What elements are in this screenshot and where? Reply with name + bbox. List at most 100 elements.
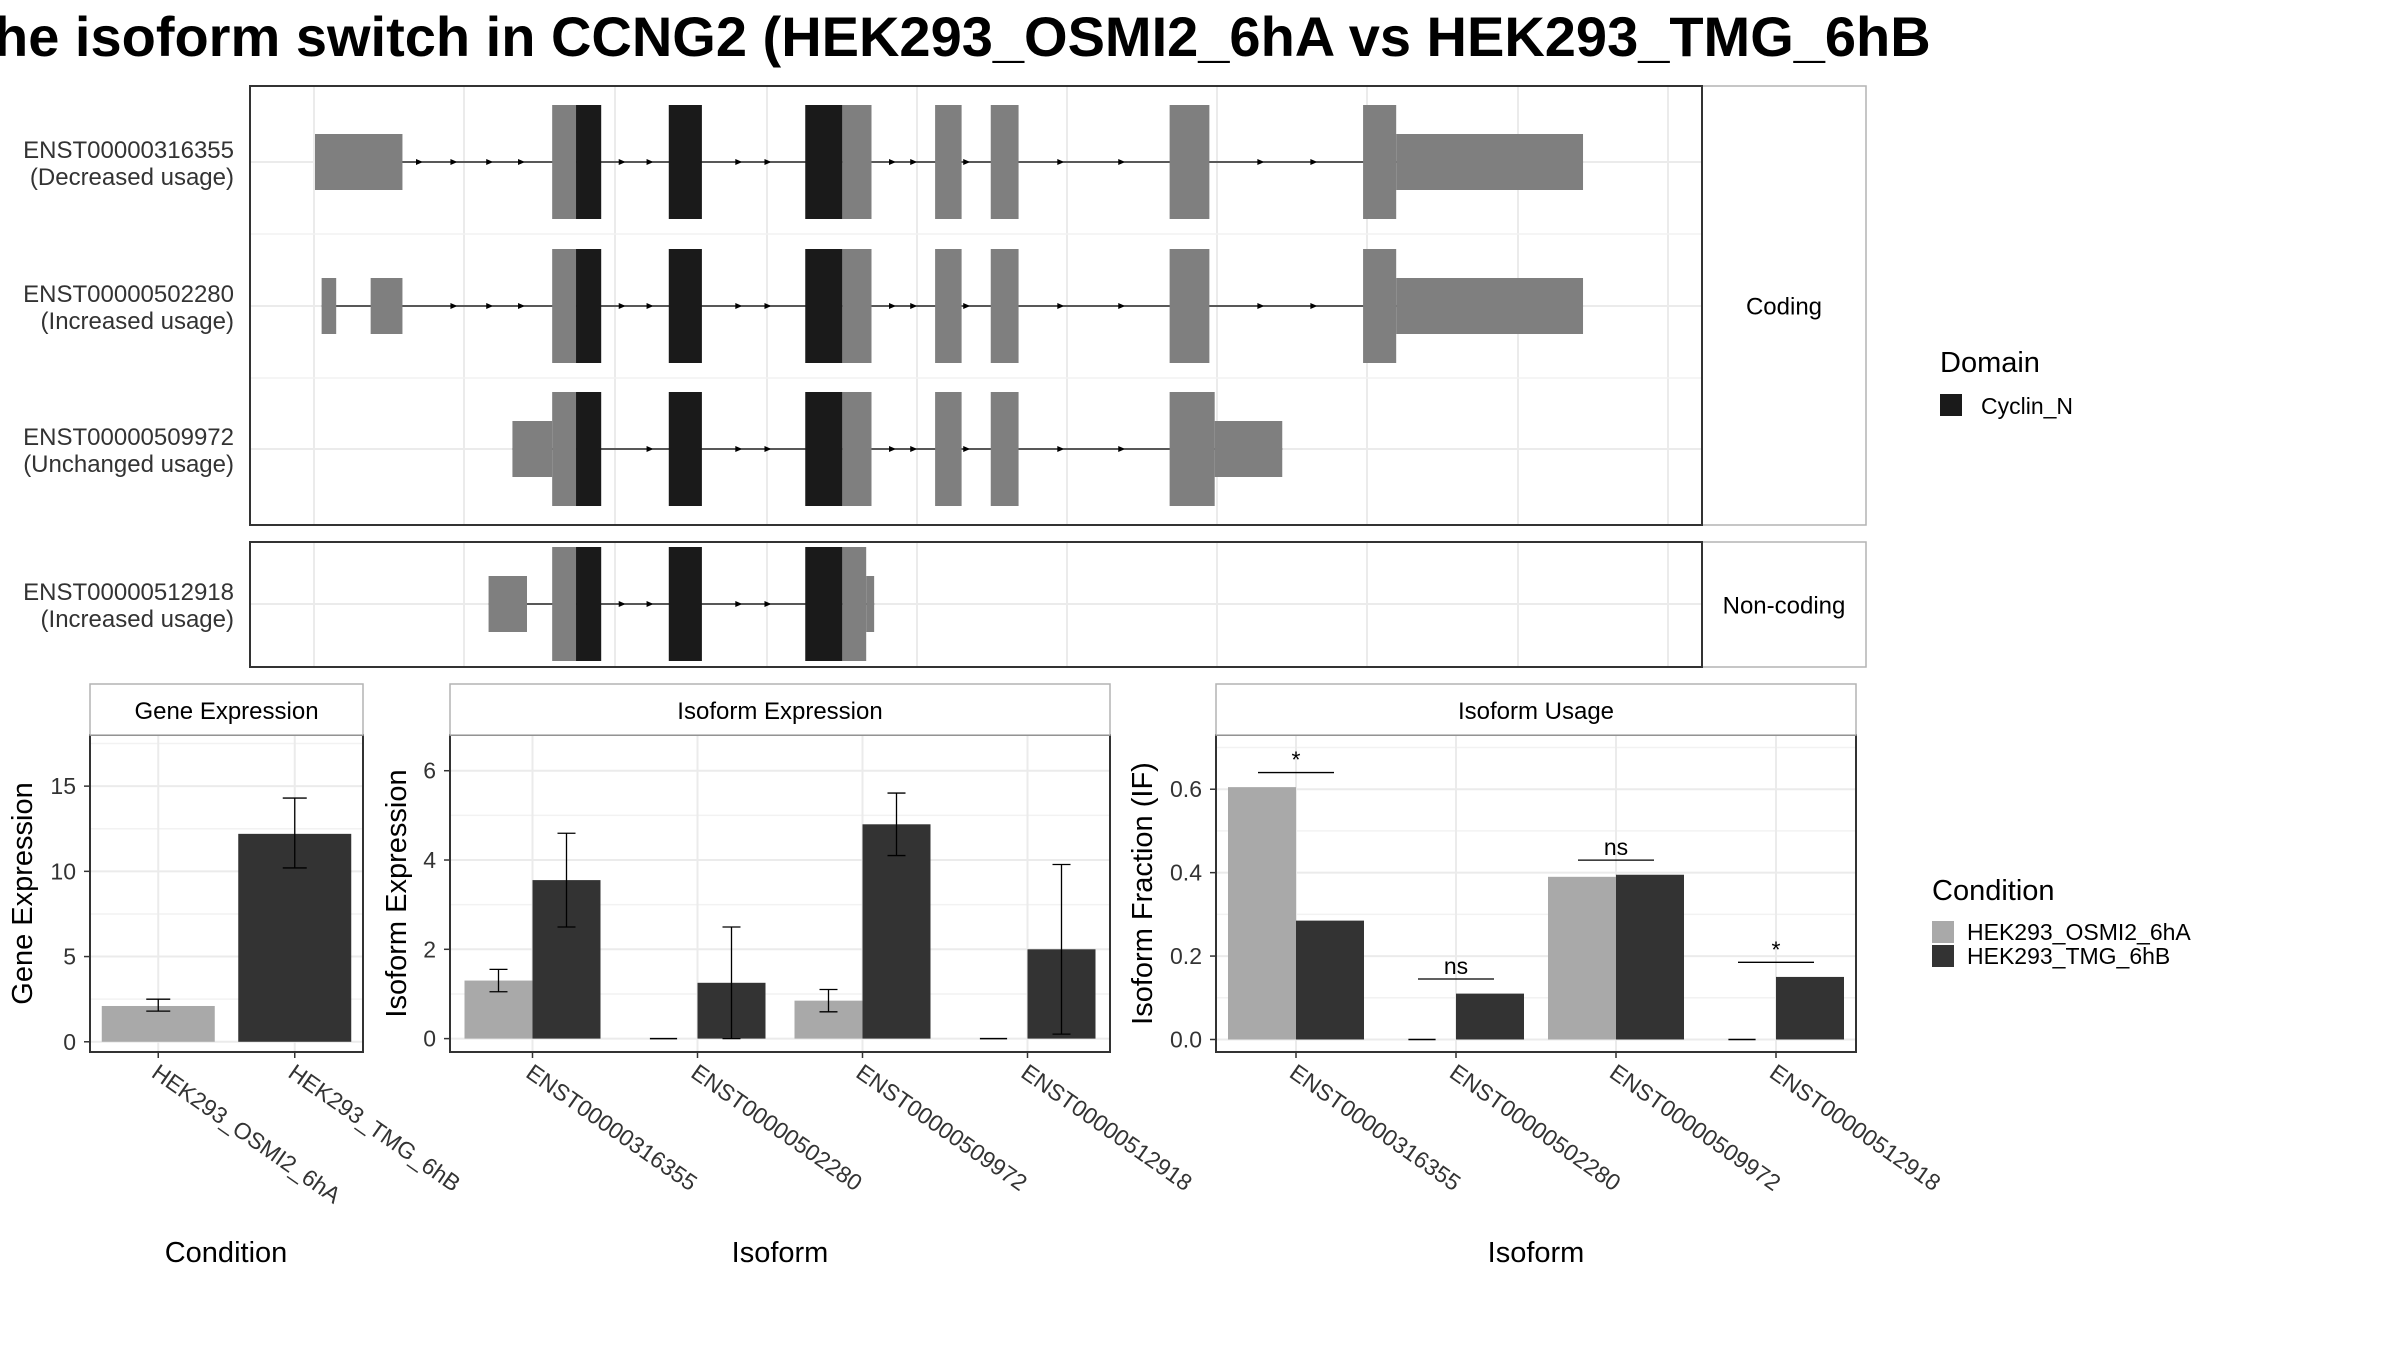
domain-legend: Domain Cyclin_N xyxy=(1940,347,2073,419)
x-tick-label: ENST00000509972 xyxy=(852,1059,1032,1196)
intron-arrow xyxy=(963,159,971,165)
domain-legend-title: Domain xyxy=(1940,347,2040,379)
facet-strip xyxy=(1701,541,1867,668)
x-axis-title: Isoform xyxy=(732,1237,829,1269)
coding-exon xyxy=(990,249,1019,363)
domain-legend-label-cyclin: Cyclin_N xyxy=(1981,393,2073,419)
cyclin-domain-block xyxy=(805,392,843,506)
coding-exon xyxy=(552,249,577,363)
intron-arrow xyxy=(1310,303,1318,309)
intron-arrow xyxy=(416,159,423,165)
utr-exon xyxy=(315,134,403,190)
intron-arrow xyxy=(735,159,743,165)
significance-label: * xyxy=(1292,747,1301,773)
transcript-id-label: ENST00000316355 xyxy=(23,137,234,164)
cyclin-domain-block xyxy=(805,105,843,219)
y-tick-label: 5 xyxy=(63,944,76,970)
utr-exon xyxy=(321,278,337,334)
intron-arrow xyxy=(646,446,654,452)
x-tick-label: ENST00000316355 xyxy=(522,1059,702,1196)
intron-arrow xyxy=(889,159,897,165)
coding-exon xyxy=(842,249,872,363)
bar xyxy=(1228,787,1296,1040)
chart-title: Isoform Expression xyxy=(677,698,882,725)
y-tick-label: 4 xyxy=(423,847,436,873)
x-tick-label: ENST00000502280 xyxy=(1445,1059,1625,1196)
intron-arrow xyxy=(1057,159,1065,165)
intron-arrow xyxy=(889,303,897,309)
isoform-expression-chart: Isoform Expression0246ENST00000316355ENS… xyxy=(381,683,1197,1269)
significance-label: ns xyxy=(1444,953,1468,979)
y-tick-label: 0.4 xyxy=(1170,860,1202,886)
intron-arrow xyxy=(518,303,526,309)
y-tick-label: 0.6 xyxy=(1170,776,1202,802)
x-tick-label: ENST00000502280 xyxy=(687,1059,867,1196)
intron-arrow xyxy=(486,159,494,165)
cyclin-domain-block xyxy=(668,105,702,219)
intron-arrow xyxy=(910,303,918,309)
transcript-id-label: ENST00000502280 xyxy=(23,281,234,308)
chart-title-strip xyxy=(1215,683,1857,736)
intron-arrow xyxy=(1057,303,1065,309)
intron-arrow xyxy=(764,303,772,309)
intron-arrow xyxy=(646,159,654,165)
intron-arrow xyxy=(450,303,458,309)
figure-title: he isoform switch in CCNG2 (HEK293_OSMI2… xyxy=(0,5,1931,68)
bar xyxy=(1616,874,1684,1040)
intron-arrow xyxy=(618,159,626,165)
intron-arrow xyxy=(618,303,626,309)
transcript-id-label: ENST00000509972 xyxy=(23,424,234,451)
intron-arrow xyxy=(646,303,654,309)
intron-arrow xyxy=(764,601,772,607)
intron-arrow xyxy=(910,446,918,452)
transcript-usage-label: (Unchanged usage) xyxy=(23,451,234,478)
intron-arrow xyxy=(735,601,743,607)
bar xyxy=(1776,976,1844,1040)
intron-arrow xyxy=(1057,446,1065,452)
transcript-usage-label: (Decreased usage) xyxy=(30,164,234,191)
cyclin-domain-block xyxy=(576,105,602,219)
intron-arrow xyxy=(1118,303,1126,309)
cyclin-domain-block xyxy=(576,249,602,363)
facet-strip xyxy=(1701,85,1867,526)
transcript-usage-label: (Increased usage) xyxy=(41,308,234,335)
domain-legend-key-cyclin xyxy=(1940,394,1962,416)
cyclin-domain-block xyxy=(668,547,702,661)
intron-arrow xyxy=(735,446,743,452)
y-tick-label: 6 xyxy=(423,758,436,784)
coding-exon xyxy=(935,249,962,363)
intron-arrow xyxy=(963,303,971,309)
intron-arrow xyxy=(1257,303,1265,309)
transcript-usage-label: (Increased usage) xyxy=(41,606,234,633)
x-tick-label: ENST00000316355 xyxy=(1285,1059,1465,1196)
coding-exon xyxy=(842,392,872,506)
utr-exon xyxy=(1396,278,1584,334)
y-axis-title: Isoform Fraction (IF) xyxy=(1127,762,1159,1025)
cyclin-domain-block xyxy=(805,249,843,363)
intron-arrow xyxy=(450,159,458,165)
intron-arrow xyxy=(764,446,772,452)
utr-exon xyxy=(370,278,403,334)
coding-exon xyxy=(552,547,577,661)
transcript-facet-border xyxy=(249,85,1703,526)
coding-exon xyxy=(1363,249,1397,363)
chart-title: Isoform Usage xyxy=(1458,698,1614,725)
utr-exon xyxy=(488,576,527,632)
cyclin-domain-block xyxy=(668,392,702,506)
intron-arrow xyxy=(486,303,494,309)
coding-exon xyxy=(1169,249,1210,363)
intron-arrow xyxy=(1118,446,1126,452)
utr-exon xyxy=(512,421,553,477)
transcript-facet-border xyxy=(249,541,1703,668)
bar xyxy=(1296,920,1364,1040)
y-axis-title: Gene Expression xyxy=(7,782,39,1004)
bar xyxy=(1548,876,1616,1040)
intron-arrow xyxy=(646,601,654,607)
condition-legend: Condition HEK293_OSMI2_6hA HEK293_TMG_6h… xyxy=(1932,875,2191,969)
y-tick-label: 0 xyxy=(63,1029,76,1055)
condition-legend-key-b xyxy=(1932,945,1954,967)
utr-exon xyxy=(1396,134,1584,190)
condition-legend-key-a xyxy=(1932,921,1954,943)
intron-arrow xyxy=(1257,159,1265,165)
transcript-panel: Coding Non-coding ENST00000316355(Decrease… xyxy=(23,85,1867,668)
